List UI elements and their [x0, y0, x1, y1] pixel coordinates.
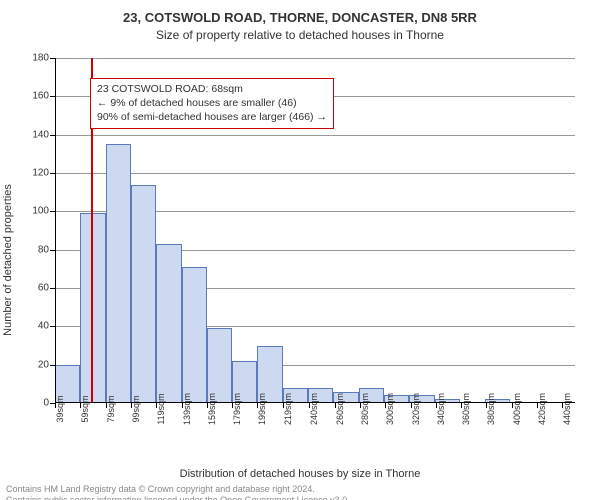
xtick-label: 240sqm: [309, 393, 319, 425]
xtick-label: 199sqm: [257, 393, 267, 425]
ytick-label: 160: [32, 91, 49, 102]
gridline: [55, 173, 575, 174]
xtick-label: 440sqm: [562, 393, 572, 425]
xtick-label: 39sqm: [55, 395, 65, 422]
xtick-label: 219sqm: [283, 393, 293, 425]
xtick-label: 260sqm: [335, 393, 345, 425]
histogram-bar: [80, 213, 105, 403]
gridline: [55, 58, 575, 59]
ytick-label: 120: [32, 168, 49, 179]
xtick-label: 99sqm: [131, 395, 141, 422]
ytick-label: 100: [32, 206, 49, 217]
footer-line-2: Contains public sector information licen…: [6, 495, 594, 500]
chart-container: 23, COTSWOLD ROAD, THORNE, DONCASTER, DN…: [0, 10, 600, 500]
xtick-label: 360sqm: [461, 393, 471, 425]
xtick-label: 139sqm: [182, 393, 192, 425]
x-axis-label: Distribution of detached houses by size …: [180, 468, 421, 480]
annotation-line-3: 90% of semi-detached houses are larger (…: [97, 110, 327, 124]
histogram-bar: [182, 267, 207, 403]
ytick-label: 20: [38, 359, 49, 370]
ytick-label: 80: [38, 244, 49, 255]
histogram-bar: [207, 328, 232, 403]
ytick-label: 60: [38, 283, 49, 294]
annotation-line-1: 23 COTSWOLD ROAD: 68sqm: [97, 82, 327, 96]
xtick-label: 119sqm: [156, 393, 166, 424]
annotation-line-2: ← 9% of detached houses are smaller (46): [97, 96, 327, 110]
xtick-label: 59sqm: [80, 395, 90, 422]
xtick-label: 320sqm: [411, 393, 421, 425]
footer-text: Contains HM Land Registry data © Crown c…: [6, 484, 594, 500]
xtick-label: 380sqm: [486, 393, 496, 425]
histogram-bar: [106, 144, 131, 403]
xtick-label: 159sqm: [207, 393, 217, 425]
xtick-label: 280sqm: [360, 393, 370, 425]
ytick-label: 140: [32, 129, 49, 140]
xtick-label: 420sqm: [537, 393, 547, 425]
ytick-label: 0: [43, 398, 49, 409]
xtick-label: 340sqm: [436, 393, 446, 425]
histogram-bar: [131, 185, 156, 404]
x-axis-line: [55, 402, 575, 403]
xtick-label: 400sqm: [512, 393, 522, 425]
chart-title: 23, COTSWOLD ROAD, THORNE, DONCASTER, DN…: [0, 10, 600, 25]
xtick-label: 79sqm: [106, 395, 116, 422]
y-axis-label: Number of detached properties: [2, 184, 14, 336]
xtick-label: 179sqm: [232, 393, 242, 425]
histogram-bar: [156, 244, 181, 403]
footer-line-1: Contains HM Land Registry data © Crown c…: [6, 484, 594, 495]
xtick-label: 300sqm: [385, 393, 395, 425]
gridline: [55, 135, 575, 136]
ytick-label: 180: [32, 53, 49, 64]
plot-area: 02040608010012014016018039sqm59sqm79sqm9…: [55, 58, 575, 403]
y-axis-line: [55, 58, 56, 403]
chart-subtitle: Size of property relative to detached ho…: [0, 28, 600, 42]
ytick-label: 40: [38, 321, 49, 332]
annotation-box: 23 COTSWOLD ROAD: 68sqm ← 9% of detached…: [90, 78, 334, 129]
